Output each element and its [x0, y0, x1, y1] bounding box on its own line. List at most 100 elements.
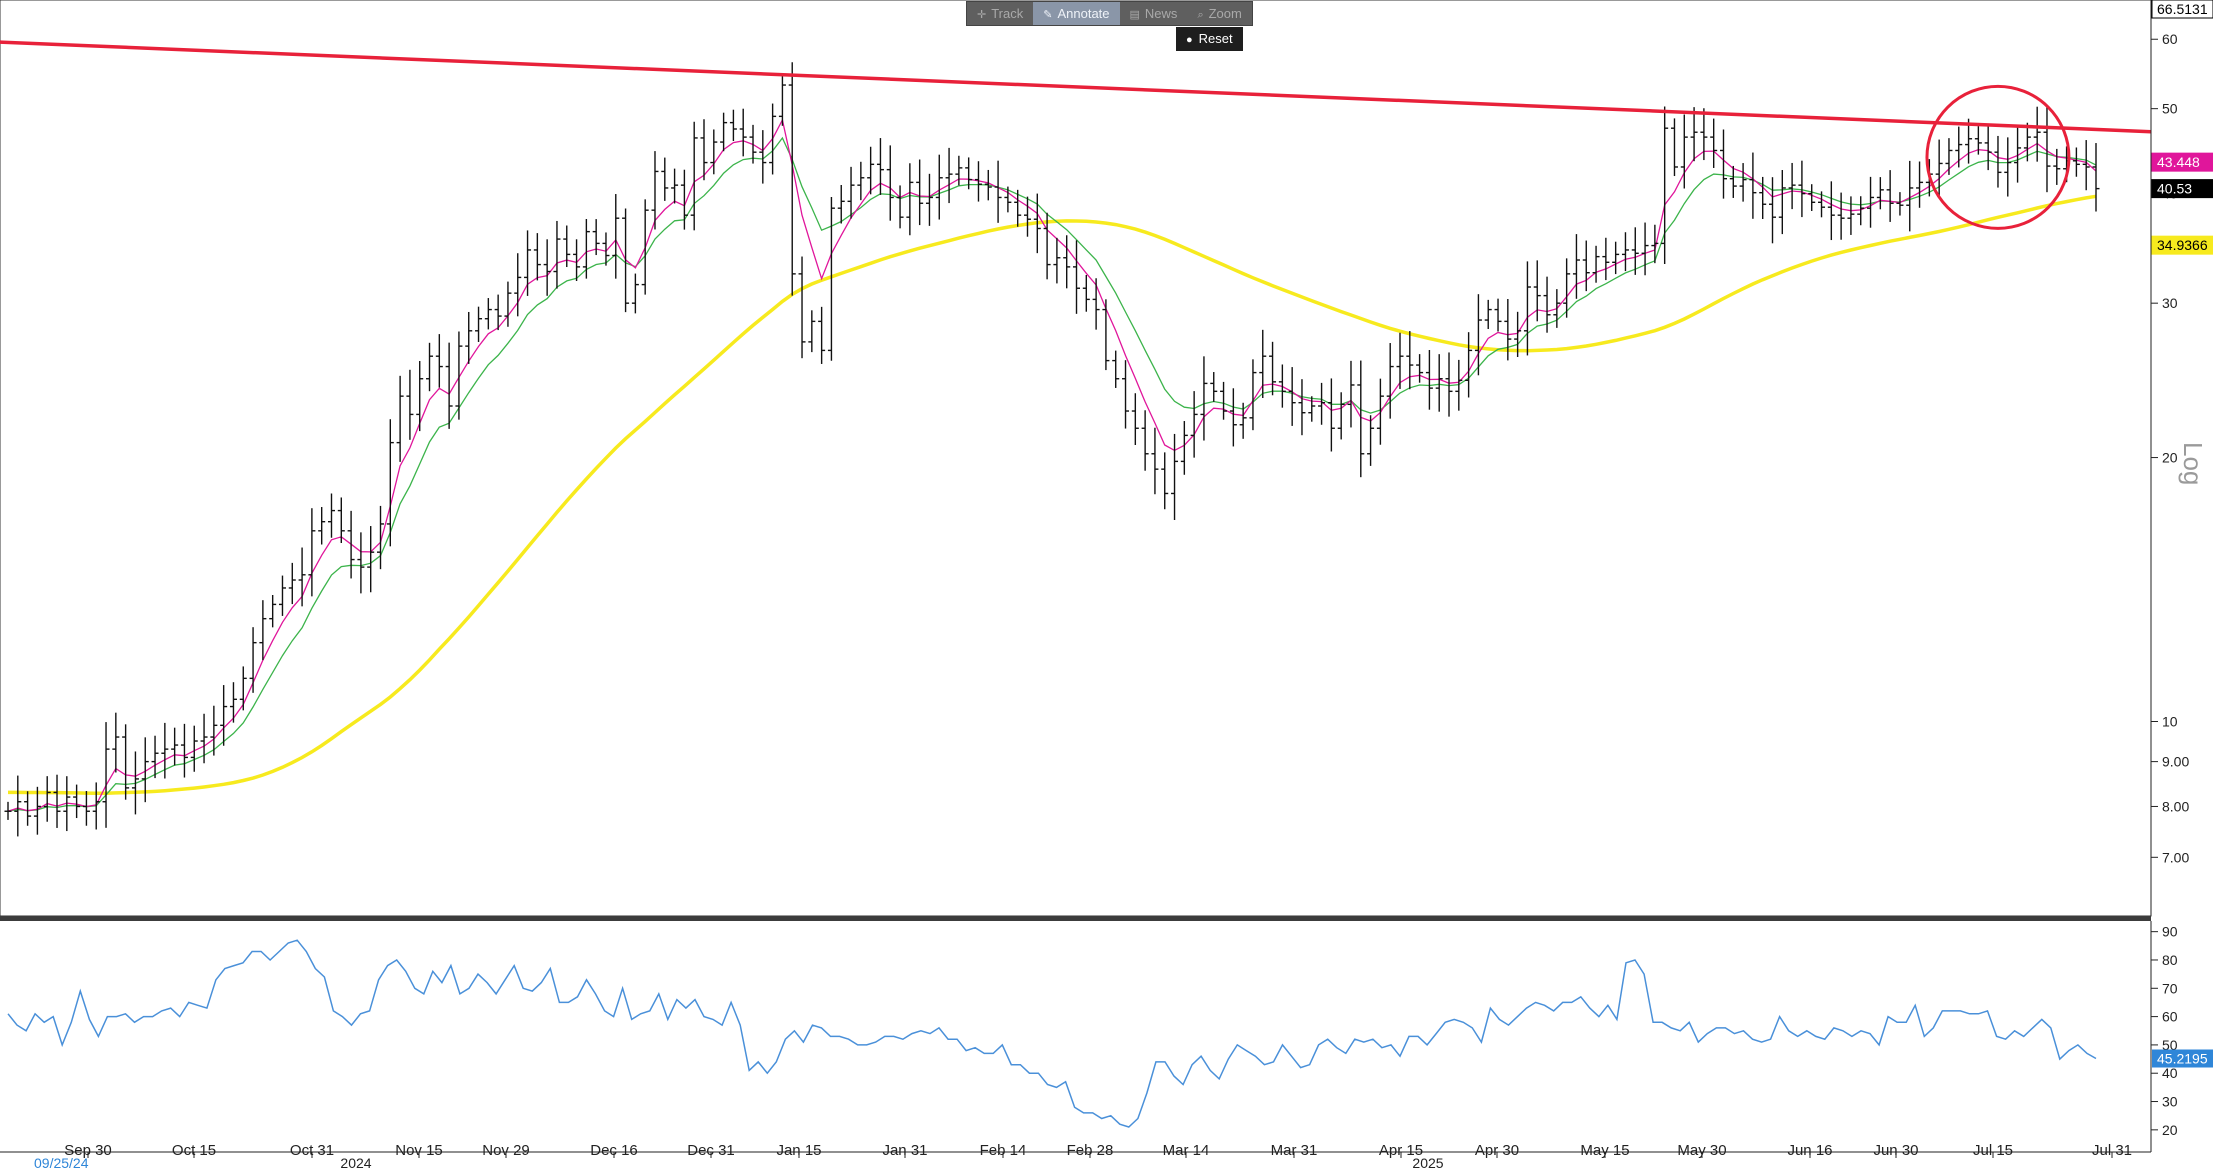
ohlc-bar [1494, 298, 1502, 332]
oscillator-y-tick-label: 60 [2162, 1009, 2178, 1025]
panel-divider[interactable] [0, 916, 2151, 921]
ohlc-bar [112, 712, 120, 773]
ohlc-bar [818, 306, 826, 364]
ohlc-bar [955, 155, 963, 186]
ohlc-bar [1749, 152, 1757, 219]
ohlc-bar [1710, 118, 1718, 168]
ohlc-bar [1670, 118, 1678, 177]
ohlc-bar [1053, 237, 1061, 284]
ohlc-bar [1200, 356, 1208, 441]
ohlc-bar [1122, 360, 1130, 429]
ohlc-bar [82, 790, 90, 826]
ohlc-bar [1406, 331, 1414, 390]
ohlc-bar [1239, 402, 1247, 439]
ohlc-bar [916, 159, 924, 226]
ohlc-bar [1680, 114, 1688, 189]
ohlc-bar [1474, 294, 1482, 376]
ohlc-bar [1837, 192, 1845, 240]
ohlc-bar [484, 298, 492, 330]
ohlc-bar [1033, 193, 1041, 254]
reset-button[interactable]: ● Reset [1176, 27, 1243, 51]
ohlc-bar [1073, 240, 1081, 314]
main-plot-area[interactable] [0, 0, 2152, 917]
oscillator-y-tick-label: 40 [2162, 1065, 2178, 1081]
x-tick-label: Mar 31 [1271, 1142, 1318, 1159]
ohlc-bar [1719, 129, 1727, 199]
ohlc-bar [1974, 126, 1982, 155]
ohlc-bar [1788, 162, 1796, 210]
ohlc-bar [524, 230, 532, 296]
oscillator-y-tick-label: 20 [2162, 1122, 2178, 1138]
ohlc-bar [1582, 240, 1590, 292]
ohlc-bar [935, 154, 943, 220]
ohlc-bar [1180, 421, 1188, 475]
ohlc-bar [269, 595, 277, 628]
ohlc-bar [1906, 160, 1914, 232]
ohlc-bar [141, 737, 149, 803]
ohlc-bar [1729, 165, 1737, 198]
ohlc-bar [1259, 329, 1267, 399]
pencil-icon: ✎ [1043, 9, 1053, 21]
ohlc-bar [377, 505, 385, 570]
ohlc-bar [1563, 258, 1571, 318]
ohlc-bar [651, 151, 659, 230]
x-tick-label: Oct 15 [172, 1142, 216, 1159]
price-panel [0, 40, 2152, 837]
ohlc-bar [749, 124, 757, 164]
price-y-tick-label: 20 [2162, 450, 2178, 466]
ohlc-bar [1357, 360, 1365, 478]
ohlc-bar [2023, 122, 2031, 162]
ohlc-bar [1818, 191, 1826, 218]
ohlc-bar [386, 419, 394, 547]
ohlc-bar [710, 129, 718, 175]
start-date-label: 09/25/24 [34, 1155, 89, 1169]
track-button[interactable]: ✛ Track [967, 2, 1033, 25]
resistance-trendline [0, 40, 2152, 134]
ohlc-bar [1651, 224, 1659, 264]
news-button[interactable]: ▤ News [1120, 2, 1188, 25]
zoom-button[interactable]: ⌕ Zoom [1187, 2, 1251, 25]
oscillator-y-tick-label: 30 [2162, 1094, 2178, 1110]
ohlc-bar [259, 600, 267, 661]
ohlc-bar [867, 146, 875, 195]
annotate-label: Annotate [1057, 6, 1110, 21]
ohlc-bar [161, 722, 169, 779]
date-x-axis: Sep 30 Oct 15 Oct 31 Nov 15 Nov 29 Dec 16 Dec … [0, 1142, 2151, 1169]
ohlc-bar [1612, 241, 1620, 275]
ohlc-bar [1700, 108, 1708, 161]
ohlc-bar [455, 331, 463, 420]
ohlc-bar [1092, 278, 1100, 330]
ohlc-bar [1131, 393, 1139, 446]
ohlc-bar [602, 232, 610, 266]
ohlc-bar [1886, 170, 1894, 222]
ohlc-bar [131, 751, 139, 815]
ohlc-bar [729, 109, 737, 142]
ohlc-bar [1690, 107, 1698, 162]
ohlc-bar [1190, 391, 1198, 458]
ohlc-bar [1288, 367, 1296, 426]
year-label: 2025 [1412, 1155, 1443, 1169]
annotate-button[interactable]: ✎ Annotate [1033, 2, 1120, 25]
value-tag-box [2151, 0, 2213, 19]
x-tick-label: May 30 [1677, 1142, 1726, 1159]
ohlc-bar [778, 74, 786, 126]
ohlc-bar [494, 294, 502, 331]
value-tag-label: 66.5131 [2157, 1, 2208, 17]
ohlc-bar [1229, 388, 1237, 447]
x-tick-label: Nov 15 [395, 1142, 443, 1159]
ohlc-bar [1739, 163, 1747, 202]
ohlc-bar [592, 219, 600, 256]
ohlc-bar [1965, 118, 1973, 164]
value-tag: 40.53 [2151, 179, 2213, 199]
ohlc-bar [906, 163, 914, 236]
ohlc-bar [347, 510, 355, 579]
oscillator-y-tick-label: 70 [2162, 980, 2178, 996]
ohlc-bar [945, 147, 953, 204]
ohlc-bar [553, 220, 561, 289]
ma-mid-line [7, 136, 2097, 812]
ohlc-bar [1553, 289, 1561, 328]
ohlc-bar [43, 776, 51, 822]
ohlc-bar [1955, 126, 1963, 168]
ohlc-bar [4, 801, 12, 820]
